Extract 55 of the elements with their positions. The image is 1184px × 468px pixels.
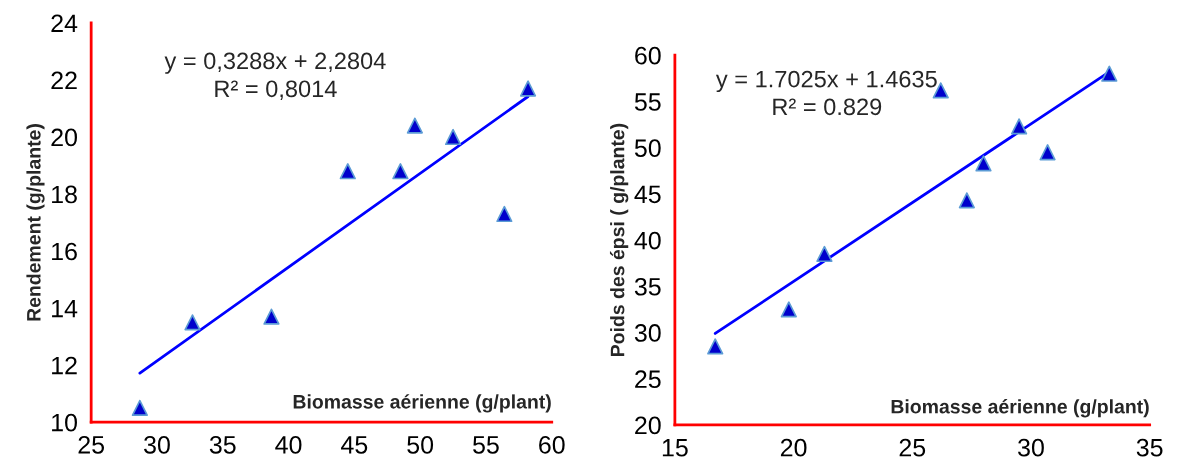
point (780, 301, 797, 318)
point (707, 338, 724, 355)
annotation: R² = 0.829 (773, 98, 882, 116)
y-axis-title: Rendement (g/plante) (26, 124, 45, 321)
y-tick-label: 10 (52, 413, 77, 432)
y-tick-label: 30 (634, 324, 661, 342)
point (1101, 65, 1118, 82)
y-tick-label: 50 (634, 139, 661, 157)
y-tick-label: 60 (635, 46, 661, 65)
x-axis-title: Biomasse aérienne (g/plant) (293, 394, 551, 413)
y-tick-label: 35 (634, 277, 661, 296)
y-axis-title: Poids des épsi ( g/plante) (609, 123, 629, 356)
point (816, 245, 833, 263)
y-tick-label: 12 (52, 356, 77, 375)
point (975, 155, 992, 172)
annotation: y = 1.7025x + 1.4635 (715, 70, 937, 93)
point (1039, 144, 1056, 161)
y-tick-label: 18 (52, 185, 77, 204)
point (406, 117, 424, 134)
x-tick-label: 35 (209, 435, 236, 454)
x-tick-label: 40 (275, 435, 302, 454)
annotation: y = 0,3288x + 2,2804 (164, 52, 386, 74)
x-tick-label: 25 (78, 435, 105, 454)
y-tick-label: 25 (635, 370, 661, 389)
x-tick-label: 15 (662, 439, 688, 457)
x-tick-label: 20 (780, 438, 807, 457)
point (519, 80, 537, 97)
y-tick-label: 55 (634, 93, 661, 111)
x-tick-label: 30 (1018, 438, 1044, 457)
point (1010, 118, 1028, 135)
y-tick-label: 20 (51, 128, 77, 147)
x-axis-title: Biomasse aérienne (g/plant) (891, 399, 1149, 418)
point (263, 308, 280, 325)
y-tick-label: 20 (635, 416, 661, 435)
point (339, 163, 356, 180)
point (444, 128, 462, 146)
x-tick-label: 55 (473, 436, 499, 454)
x-tick-label: 35 (1136, 438, 1163, 457)
x-tick-label: 45 (341, 436, 368, 454)
y-tick-label: 16 (52, 242, 77, 261)
y-tick-label: 45 (634, 185, 661, 204)
x-tick-label: 25 (899, 438, 926, 457)
point (958, 192, 975, 209)
annotation: R² = 0,8014 (215, 80, 337, 100)
x-tick-label: 30 (144, 435, 170, 454)
y-tick-label: 14 (52, 299, 78, 318)
y-tick-label: 24 (51, 14, 78, 32)
point (392, 163, 409, 180)
y-tick-label: 22 (51, 71, 77, 90)
x-tick-label: 50 (407, 435, 434, 454)
y-tick-label: 40 (634, 231, 661, 250)
point (496, 205, 513, 223)
x-tick-label: 60 (539, 435, 565, 454)
point (131, 399, 148, 416)
point (184, 314, 201, 331)
